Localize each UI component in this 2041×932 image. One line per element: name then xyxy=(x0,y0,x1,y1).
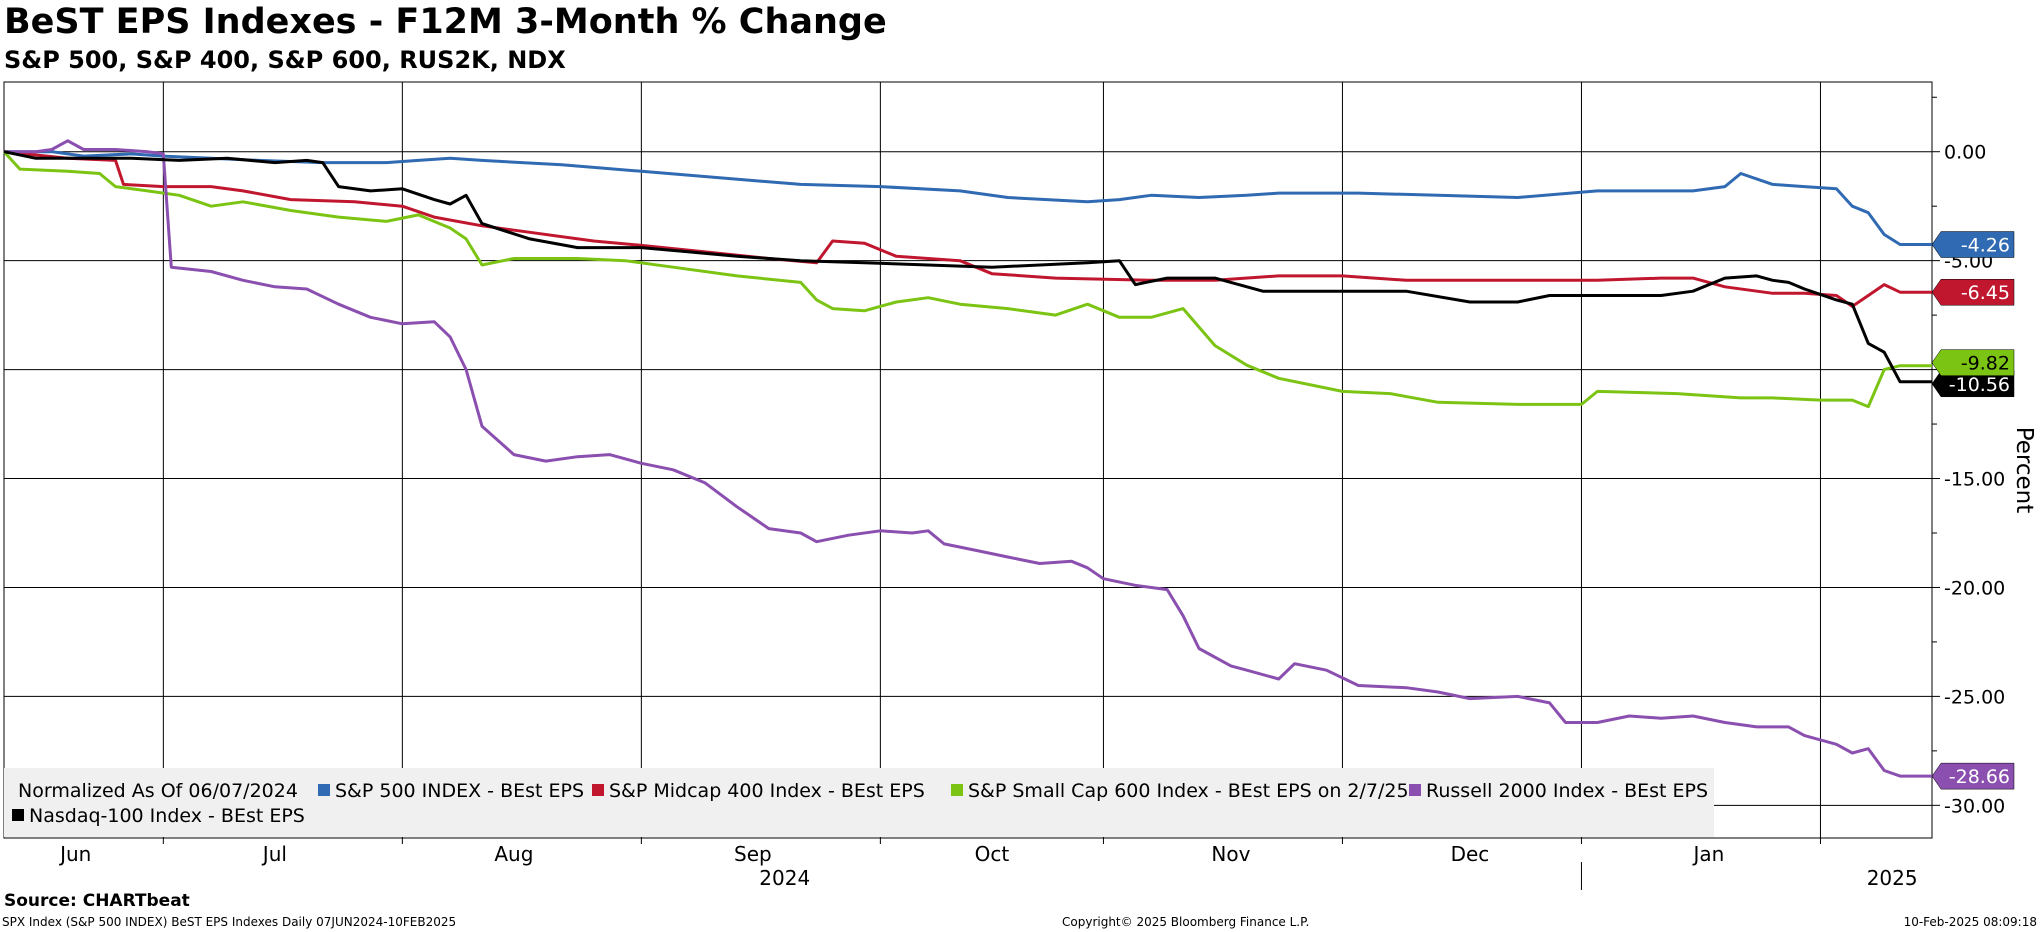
plot-frame xyxy=(3,81,1933,839)
x-month-label: Nov xyxy=(1211,842,1250,866)
y-axis-label: Percent xyxy=(2011,427,2037,514)
legend-swatch xyxy=(951,784,963,796)
series-line xyxy=(4,139,1932,778)
y-tick-label: -20.00 xyxy=(1944,577,2005,599)
y-tick-label: 0.00 xyxy=(1944,142,1986,164)
badge-shape xyxy=(1931,278,2015,306)
legend-note: Normalized As Of 06/07/2024 xyxy=(18,780,298,802)
series-line xyxy=(4,150,1932,246)
last-value-badge: -9.82 xyxy=(1931,349,2015,376)
legend-swatch xyxy=(592,784,604,796)
badge-shape xyxy=(1931,349,2015,376)
footer-description: SPX Index (S&P 500 INDEX) BeST EPS Index… xyxy=(2,915,457,929)
last-value-badge: -6.45 xyxy=(1931,278,2015,306)
y-tick-label: -25.00 xyxy=(1944,686,2005,708)
chart-title: BeST EPS Indexes - F12M 3-Month % Change xyxy=(4,2,887,42)
legend-label: Russell 2000 Index - BEst EPS xyxy=(1426,780,1708,802)
last-value-badge: -4.26 xyxy=(1931,231,2015,258)
legend-label: S&P Midcap 400 Index - BEst EPS xyxy=(609,780,925,802)
x-month-label: Oct xyxy=(975,842,1010,866)
badge-shape xyxy=(1931,231,2015,258)
footer-copyright: Copyright© 2025 Bloomberg Finance L.P. xyxy=(1062,915,1310,929)
y-tick-label: -30.00 xyxy=(1944,795,2005,817)
series-line xyxy=(3,150,1932,384)
x-year-label: 2024 xyxy=(759,866,810,890)
badge-value: -28.66 xyxy=(1949,766,2010,788)
badge-shape xyxy=(1931,762,2015,790)
last-value-badge: -10.56 xyxy=(1931,370,2015,398)
y-tick-label: -15.00 xyxy=(1944,469,2005,491)
series-line xyxy=(2,150,1932,409)
x-month-label: Jul xyxy=(261,842,287,866)
badge-value: -4.26 xyxy=(1961,235,2010,257)
legend-box xyxy=(4,768,1714,837)
source-note: Source: CHARTbeat xyxy=(4,891,190,911)
last-value-badge: -28.66 xyxy=(1931,762,2015,790)
chart-subtitle: S&P 500, S&P 400, S&P 600, RUS2K, NDX xyxy=(4,46,566,74)
x-month-label: Dec xyxy=(1451,842,1490,866)
series-line xyxy=(3,150,1932,308)
legend-label: S&P 500 INDEX - BEst EPS xyxy=(335,780,584,802)
legend-swatch xyxy=(318,784,330,796)
x-month-label: Jun xyxy=(58,842,91,866)
badge-value: -9.82 xyxy=(1961,353,2010,375)
x-year-label: 2025 xyxy=(1867,866,1918,890)
x-month-label: Jan xyxy=(1692,842,1725,866)
legend-swatch xyxy=(12,809,24,821)
footer-timestamp: 10-Feb-2025 08:09:18 xyxy=(1903,915,2037,929)
badge-value: -6.45 xyxy=(1961,282,2010,304)
legend-swatch xyxy=(1409,784,1421,796)
legend-label: S&P Small Cap 600 Index - BEst EPS on 2/… xyxy=(968,780,1409,802)
legend-label: Nasdaq-100 Index - BEst EPS xyxy=(29,805,305,827)
x-month-label: Sep xyxy=(734,842,772,866)
x-month-label: Aug xyxy=(494,842,533,866)
badge-value: -10.56 xyxy=(1949,374,2010,396)
